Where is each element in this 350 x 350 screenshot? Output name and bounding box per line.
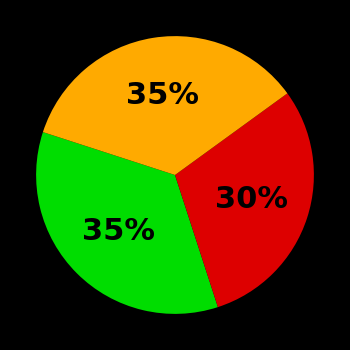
Text: 35%: 35% [82, 217, 155, 246]
Wedge shape [175, 93, 314, 307]
Text: 30%: 30% [215, 186, 288, 215]
Wedge shape [43, 36, 287, 175]
Wedge shape [36, 132, 218, 314]
Text: 35%: 35% [126, 81, 199, 110]
